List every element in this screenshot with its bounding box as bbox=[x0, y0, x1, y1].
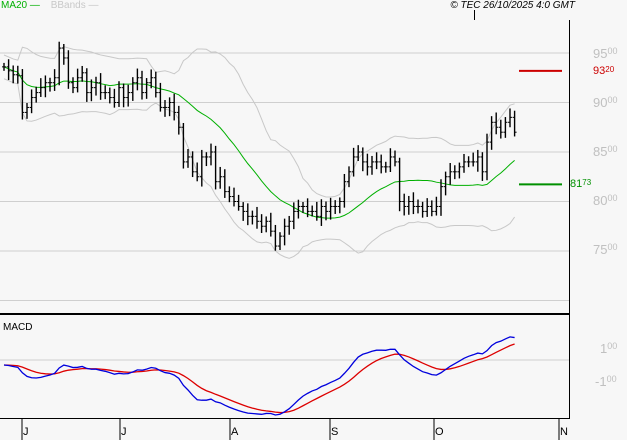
lower-band bbox=[3, 78, 516, 259]
legend-bbands: BBands bbox=[50, 0, 86, 11]
resistance-label: 9320 bbox=[593, 65, 615, 77]
macd-label: MACD bbox=[3, 322, 33, 333]
x-label-jun: J bbox=[23, 426, 29, 438]
y-label-9000: 9000 bbox=[593, 95, 618, 110]
copyright: © TEC 26/10/2025 4:0 GMT bbox=[450, 0, 575, 11]
y-label-8000: 8000 bbox=[593, 193, 618, 208]
upper-band bbox=[3, 46, 515, 198]
legend-ma20: MA20 bbox=[1, 0, 28, 11]
x-label-nov: N bbox=[560, 426, 568, 438]
signal-line bbox=[3, 343, 515, 414]
y-label-7500: 7500 bbox=[593, 242, 618, 257]
legend: MA20 — BBands — bbox=[1, 0, 99, 11]
ohlc-bars bbox=[2, 41, 517, 251]
macd-label-minus100: -100 bbox=[595, 374, 617, 389]
ma20-line bbox=[3, 66, 515, 219]
macd-panel bbox=[3, 336, 515, 416]
y-label-9500: 9500 bbox=[593, 46, 618, 61]
macd-line bbox=[3, 336, 515, 416]
macd-label-100: 100 bbox=[600, 341, 618, 356]
x-label-sep: S bbox=[331, 426, 339, 438]
x-label-aug: A bbox=[231, 426, 239, 438]
x-label-jul: J bbox=[121, 426, 127, 438]
support-label: 8173 bbox=[570, 178, 592, 190]
x-label-oct: O bbox=[435, 426, 444, 438]
bollinger-bands bbox=[3, 46, 516, 259]
ma20 bbox=[3, 66, 515, 219]
y-label-8500: 8500 bbox=[593, 144, 618, 159]
